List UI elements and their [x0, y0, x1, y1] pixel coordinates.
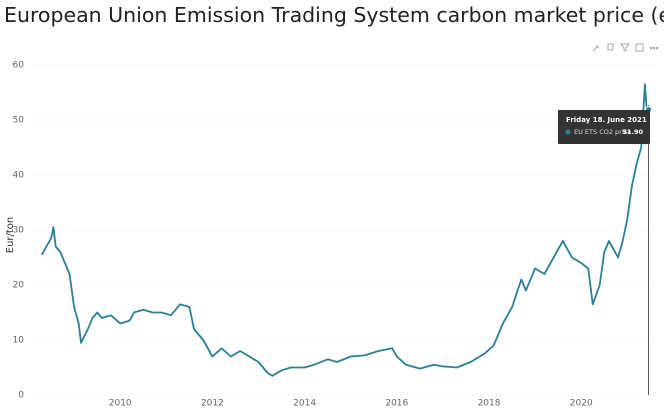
x-tick-label: 2020: [570, 399, 593, 409]
toolbar-icons[interactable]: [592, 43, 659, 52]
tooltip: Friday 18. June 2021 EU ETS CO2 price51.9…: [558, 110, 650, 144]
y-tick-label: 10: [13, 336, 25, 346]
tooltip-swatch: [565, 129, 571, 135]
y-tick-label: 20: [13, 281, 25, 291]
x-tick-label: 2014: [293, 399, 316, 409]
x-tick-label: 2010: [109, 399, 132, 409]
y-tick-label: 60: [13, 61, 25, 71]
x-tick-label: 2012: [201, 399, 224, 409]
y-axis-label: Eur/ton: [5, 217, 16, 254]
y-tick-label: 40: [13, 171, 25, 181]
tooltip-name: EU ETS CO2 price: [574, 128, 631, 136]
tooltip-date: Friday 18. June 2021: [566, 116, 647, 124]
price-line: [41, 83, 649, 377]
chart-title: European Union Emission Trading System c…: [4, 3, 664, 27]
y-tick-label: 50: [13, 116, 25, 126]
tooltip-value: 51.90: [622, 128, 643, 136]
x-tick-label: 2016: [385, 399, 408, 409]
tooltip-box: [558, 110, 650, 144]
y-tick-label: 0: [18, 391, 24, 401]
x-tick-label: 2018: [478, 399, 501, 409]
y-tick-label: 30: [13, 226, 25, 236]
